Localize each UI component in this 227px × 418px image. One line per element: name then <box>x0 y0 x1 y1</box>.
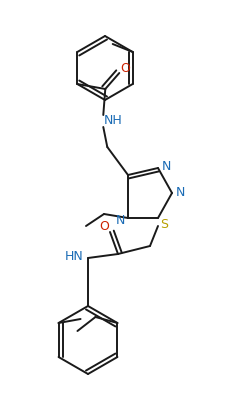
Text: NH: NH <box>104 115 122 127</box>
Text: O: O <box>99 219 109 232</box>
Text: S: S <box>159 217 167 230</box>
Text: N: N <box>115 214 124 227</box>
Text: HN: HN <box>64 250 83 263</box>
Text: N: N <box>175 186 184 199</box>
Text: N: N <box>161 160 170 173</box>
Text: O: O <box>120 63 130 76</box>
